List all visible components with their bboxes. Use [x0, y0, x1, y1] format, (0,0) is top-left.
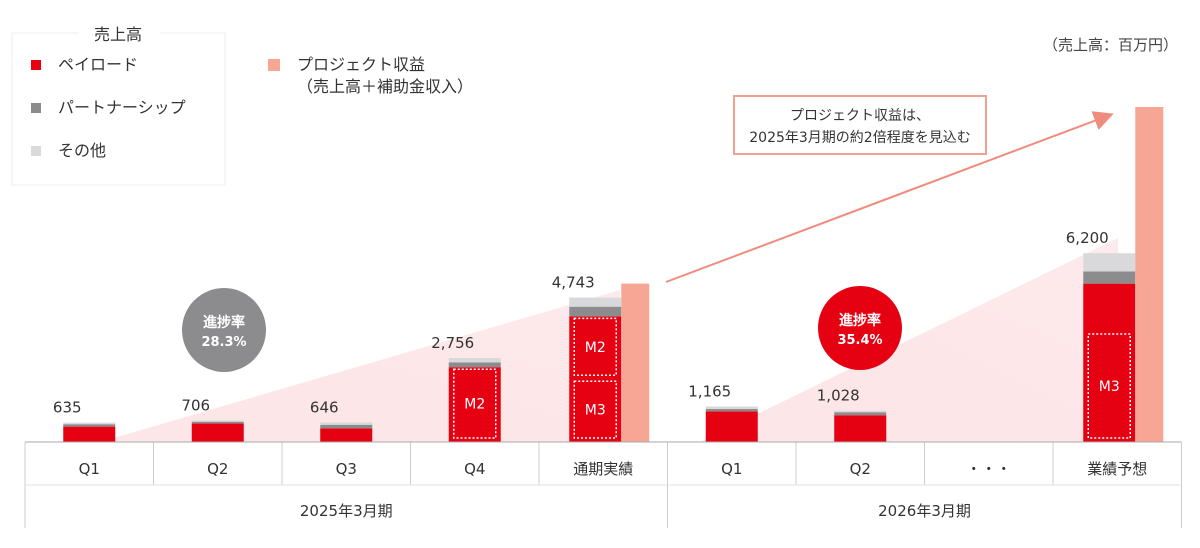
- bar-project-revenue: [1135, 107, 1164, 442]
- trend-wedge-fy2026: [700, 238, 1118, 442]
- total-label: 2,756: [431, 334, 474, 352]
- trend-wedge-fy2025: [100, 290, 620, 442]
- bar-payload: [705, 411, 758, 442]
- bar-other: [834, 410, 887, 413]
- legend-item-payload: ペイロード: [58, 55, 138, 74]
- progress-badge-fy2025: 進捗率 28.3%: [182, 288, 266, 372]
- category-label: Q4: [464, 460, 485, 478]
- bar-other: [705, 406, 758, 409]
- callout: プロジェクト収益は、 2025年3月期の約2倍程度を見込む: [733, 95, 987, 155]
- bar-other: [320, 422, 373, 425]
- milestone-box: [453, 368, 497, 439]
- bar-other: [63, 422, 116, 425]
- bar-other: [569, 297, 622, 307]
- bar-partnership: [705, 408, 758, 412]
- legend-item-other: その他: [58, 141, 106, 160]
- total-label: 646: [310, 398, 339, 416]
- milestone-label: M3: [1099, 379, 1120, 395]
- progress-title: 進捗率: [839, 312, 881, 329]
- bar-other: [191, 420, 244, 422]
- bar-partnership: [834, 412, 887, 416]
- legend-swatch-payload: [31, 60, 41, 70]
- category-label: ・・・: [966, 460, 1011, 478]
- bar-partnership: [569, 306, 622, 317]
- progress-value: 28.3%: [201, 335, 246, 350]
- callout-line-1: プロジェクト収益は、: [790, 108, 930, 124]
- bar-other: [448, 358, 501, 363]
- total-label: 1,165: [688, 383, 731, 401]
- milestone-label: M3: [585, 403, 606, 419]
- progress-title: 進捗率: [203, 314, 245, 331]
- bar-payload: [448, 367, 501, 442]
- bar-payload: [569, 316, 622, 442]
- legend-project-label: プロジェクト収益: [297, 55, 425, 74]
- category-label: Q2: [850, 460, 871, 478]
- bar-payload: [1083, 283, 1136, 442]
- total-label: 6,200: [1066, 229, 1109, 247]
- total-label: 635: [53, 399, 82, 417]
- category-label: Q1: [79, 460, 100, 478]
- legend: 売上高 ペイロード パートナーシップ その他: [11, 24, 226, 186]
- bar-partnership: [1083, 271, 1136, 284]
- total-label: 4,743: [552, 274, 595, 292]
- bar-payload: [191, 423, 244, 442]
- progress-value: 35.4%: [837, 333, 882, 348]
- bar-partnership: [320, 424, 373, 429]
- milestone-label: M2: [464, 397, 485, 413]
- milestone-box: [573, 317, 617, 376]
- bar-payload: [63, 426, 116, 442]
- growth-arrow: [665, 111, 1114, 283]
- category-label: 通期実績: [573, 460, 633, 478]
- milestone-box: [573, 380, 617, 439]
- category-label: 業績予想: [1087, 460, 1147, 478]
- milestone-label: M2: [585, 340, 606, 356]
- progress-badge-fy2026: 進捗率 35.4%: [818, 286, 902, 370]
- legend-swatch-partnership: [31, 103, 41, 113]
- category-label: Q3: [336, 460, 357, 478]
- bar-partnership: [191, 421, 244, 424]
- total-label: 1,028: [817, 387, 860, 405]
- group-label: 2026年3月期: [878, 502, 971, 520]
- legend-swatch-other: [31, 146, 41, 156]
- category-axis: Q1 Q2 Q3 Q4 通期実績 Q1 Q2 ・・・ 業績予想 2025年3月期 2026年3月期: [24, 441, 1182, 528]
- category-label: Q1: [721, 460, 742, 478]
- group-label: 2025年3月期: [300, 502, 393, 520]
- legend-title: 売上高: [94, 25, 142, 44]
- bar-other: [1083, 253, 1136, 272]
- legend-item-partnership: パートナーシップ: [58, 98, 186, 117]
- bar-partnership: [63, 424, 116, 427]
- bar-project-revenue: [621, 283, 650, 442]
- category-label: Q2: [207, 460, 228, 478]
- total-label: 706: [181, 396, 210, 414]
- bars-layer: 635 706 646 2,756 M2 4,743 M3 M2 1,165 1,028 6,200…: [53, 107, 1164, 442]
- legend-project-sublabel: （売上高＋補助金収入）: [297, 77, 473, 96]
- legend-swatch-project-revenue: [268, 59, 280, 71]
- bar-payload: [834, 415, 887, 442]
- bar-partnership: [448, 362, 501, 368]
- callout-line-2: 2025年3月期の約2倍程度を見込む: [749, 130, 970, 146]
- unit-note: （売上高：百万円）: [1043, 36, 1178, 54]
- milestone-box: [1087, 333, 1131, 439]
- bar-payload: [320, 428, 373, 442]
